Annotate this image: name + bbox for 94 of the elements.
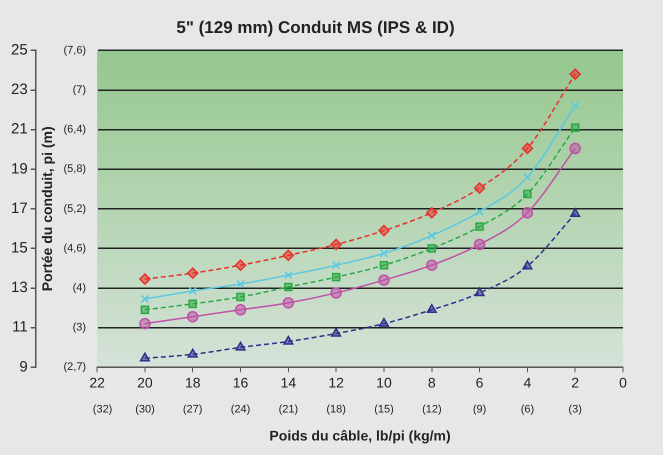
y-tick-label: 19 [10, 160, 28, 178]
point [426, 207, 438, 219]
point [140, 294, 150, 304]
x-tick-label: 20 [137, 374, 153, 390]
point [380, 249, 388, 258]
point [282, 250, 294, 262]
point [236, 292, 245, 302]
y-tick-label: 21 [10, 120, 28, 138]
x-tick-label: 8 [428, 374, 436, 390]
point [475, 222, 484, 231]
x2-tick-label: (12) [422, 404, 442, 416]
y2-tick-label: (4) [72, 282, 86, 294]
point [426, 259, 438, 271]
y2-tick-label: (5,8) [63, 163, 86, 176]
point [522, 207, 534, 219]
point [330, 287, 342, 299]
point [236, 280, 245, 288]
x-tick-label: 14 [280, 374, 296, 390]
y2-tick-label: (6,4) [63, 124, 86, 136]
y-tick-label: 9 [19, 358, 28, 376]
x-tick-label: 4 [523, 374, 532, 390]
point [474, 182, 486, 194]
point [234, 259, 246, 271]
point [427, 244, 436, 253]
x-tick-label: 2 [571, 374, 580, 390]
x2-tick-label: (32) [92, 404, 112, 416]
y2-tick-label: (3) [72, 322, 86, 334]
point [474, 287, 485, 296]
x-tick-label: 16 [232, 374, 249, 390]
y2-tick-label: (2,7) [63, 361, 86, 374]
x-axis-title: Poids du câble, lb/pi (kg/m) [269, 427, 451, 444]
point [140, 352, 150, 362]
x2-tick-label: (21) [278, 404, 298, 416]
point [139, 318, 151, 330]
point [284, 282, 293, 292]
point [523, 172, 532, 182]
x-tick-label: 18 [184, 374, 201, 390]
point [569, 68, 581, 80]
point [188, 300, 198, 308]
point [570, 208, 580, 217]
y-tick-label: 15 [10, 240, 28, 257]
point [427, 231, 436, 240]
point [332, 260, 340, 270]
point [188, 286, 198, 296]
x-tick-label: 22 [89, 374, 106, 390]
point [186, 310, 198, 322]
x2-tick-label: (18) [326, 404, 346, 416]
y2-tick-label: (4,6) [63, 242, 86, 254]
point [570, 102, 580, 110]
x2-tick-label: (15) [374, 404, 394, 416]
x2-tick-label: (27) [182, 404, 202, 416]
y-tick-label: 23 [10, 81, 28, 98]
x2-tick-label: (24) [230, 404, 250, 416]
point [186, 267, 198, 279]
point [188, 348, 198, 358]
chart-title: 5" (129 mm) Conduit MS (IPS & ID) [176, 18, 455, 37]
point [282, 297, 294, 309]
point [569, 142, 581, 154]
point [139, 273, 151, 285]
point [378, 224, 390, 236]
point [426, 304, 437, 314]
x2-tick-label: (30) [135, 404, 155, 416]
point [522, 260, 532, 270]
point [378, 318, 390, 327]
x-tick-label: 12 [328, 374, 344, 390]
point [284, 270, 293, 280]
x2-tick-label: (3) [568, 404, 582, 416]
point [234, 304, 246, 316]
y-tick-label: 17 [10, 200, 28, 217]
point [523, 190, 532, 198]
y-tick-label: 13 [10, 279, 28, 296]
y2-tick-label: (7,6) [63, 44, 86, 56]
point [474, 238, 486, 250]
y-tick-label: 25 [10, 42, 28, 59]
x2-tick-label: (6) [520, 404, 534, 416]
point [522, 142, 534, 154]
y2-tick-label: (5,2) [63, 202, 86, 215]
x-tick-label: 10 [376, 374, 392, 390]
point [330, 238, 342, 250]
point [378, 274, 390, 286]
y2-tick-label: (7) [72, 84, 86, 96]
x-tick-label: 6 [476, 374, 484, 390]
point [570, 123, 580, 132]
point [331, 328, 342, 337]
point [283, 336, 294, 345]
point [380, 260, 388, 270]
y-axis-title: Portée du conduit, pi (m) [38, 126, 55, 292]
x-tick-label: 0 [619, 374, 628, 390]
y-tick-label: 11 [12, 318, 28, 336]
point [235, 342, 246, 351]
x2-tick-label: (9) [472, 404, 486, 416]
point [140, 305, 150, 314]
point [332, 272, 340, 282]
point [475, 207, 484, 216]
